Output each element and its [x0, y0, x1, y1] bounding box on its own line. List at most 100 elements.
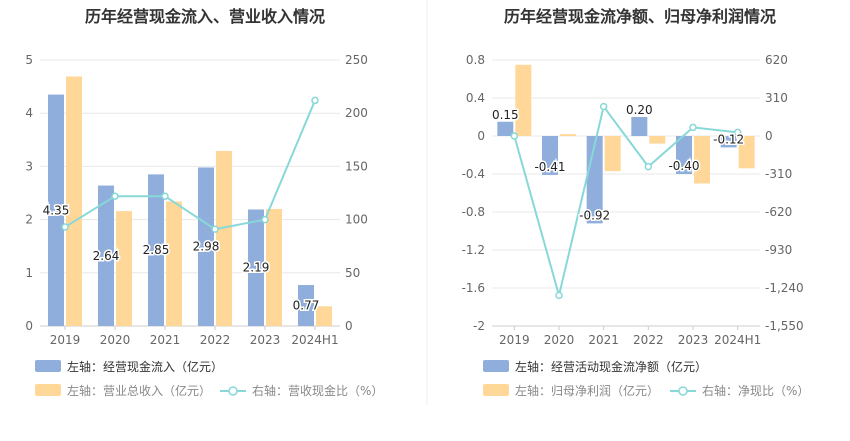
chart1-data-label: 0.15: [492, 108, 519, 122]
chart0-line-point: [111, 192, 119, 200]
chart0-left-tick-label: 4: [25, 106, 33, 120]
chart1-line-point: [555, 291, 563, 300]
chart1-data-label: -0.41: [534, 160, 565, 174]
chart1-right-tick-label: 0: [765, 129, 773, 143]
chart0-bar-series-2: [66, 76, 82, 326]
chart0-bar-series-1: [48, 94, 64, 326]
chart1-left-tick-label: -1.6: [462, 281, 485, 295]
chart0-line-point: [261, 215, 269, 224]
chart1-left-tick-label: -0.8: [462, 205, 485, 219]
chart1-line-point: [599, 102, 608, 111]
chart1-left-tick-label: -0.4: [462, 167, 485, 181]
chart1-left-tick-label: -1.2: [462, 243, 485, 257]
chart0-category-label: 2020: [100, 333, 131, 347]
chart1-legend-swatch-2: [483, 384, 509, 396]
chart0-bar-series-1: [298, 285, 314, 326]
chart1-bar-series-2: [649, 136, 666, 144]
chart1-legend-swatch-3-marker: [678, 386, 688, 396]
chart1-right-tick-label: 620: [765, 53, 788, 67]
chart0-data-label: 2.98: [193, 240, 220, 254]
chart1-bar-series-2: [694, 136, 710, 184]
chart1-data-label: -0.92: [579, 208, 610, 222]
chart0-left-tick-label: 3: [25, 159, 33, 173]
chart1-line-series: [513, 104, 738, 300]
chart1-left-tick-label: -2: [473, 319, 485, 333]
chart1-left-tick-label: 0.8: [466, 53, 485, 67]
chart0-right-tick-label: 250: [345, 53, 368, 67]
chart1-line-point: [644, 162, 653, 171]
chart1-category-label: 2024H1: [714, 333, 761, 347]
chart0-legend-label-2: 左轴：营业总收入（亿元）: [67, 383, 211, 398]
chart0-right-tick-label: 100: [345, 213, 368, 227]
chart1-right-tick-label: -930: [765, 243, 792, 257]
chart1-right-tick-label: 310: [765, 91, 788, 105]
chart1-bar-series-2: [738, 136, 755, 169]
chart0-data-label: 4.35: [43, 203, 70, 217]
chart0-left-tick-label: 0: [25, 319, 33, 333]
chart1-category-label: 2020: [544, 333, 575, 347]
chart0-legend-swatch-1: [35, 360, 61, 372]
chart0-category-label: 2023: [250, 333, 281, 347]
chart0-data-label: 2.85: [143, 243, 170, 257]
chart0-bar-series-2: [316, 306, 332, 326]
chart0-bar-series-1: [98, 185, 114, 326]
chart0-category-label: 2021: [150, 333, 181, 347]
chart0-left-tick-label: 5: [25, 53, 33, 67]
chart1-data-label: -0.40: [668, 159, 699, 173]
chart0-right-tick-label: 150: [345, 159, 368, 173]
chart0-left-tick-label: 1: [25, 266, 33, 280]
chart0-line-point: [211, 225, 219, 233]
chart0-legend-swatch-2: [35, 384, 61, 396]
chart0-category-label: 2024H1: [291, 333, 338, 347]
chart1-line-point: [510, 132, 519, 140]
chart0-title: 历年经营现金流入、营业收入情况: [85, 7, 325, 26]
chart1-data-label: -0.12: [713, 132, 744, 146]
chart0-bar-series-2: [266, 208, 282, 326]
chart1-bar-series-1: [497, 121, 514, 136]
chart1-left-tick-label: 0: [477, 129, 485, 143]
chart1-category-label: 2019: [499, 333, 530, 347]
chart0-bar-series-2: [216, 150, 232, 326]
chart1-bar-series-1: [542, 136, 558, 175]
chart1-right-tick-label: -1,550: [765, 319, 804, 333]
chart1-legend-swatch-1: [483, 360, 509, 372]
chart1-bar-series-1: [676, 136, 692, 174]
chart0-category-label: 2022: [200, 333, 231, 347]
chart0-right-tick-label: 0: [345, 319, 353, 333]
chart1-title: 历年经营现金流净额、归母净利润情况: [504, 7, 776, 26]
chart0-legend-swatch-3-marker: [228, 386, 238, 396]
chart0-line-point: [161, 192, 169, 200]
chart0-legend-label-1: 左轴：经营现金流入（亿元）: [67, 359, 223, 374]
chart1-left-tick-label: 0.4: [466, 91, 485, 105]
chart0-bar-series-2: [116, 211, 132, 326]
chart1-bar-series-2: [515, 64, 532, 136]
chart0-category-label: 2019: [50, 333, 81, 347]
chart0-line-point: [311, 96, 319, 105]
chart0-left-tick-label: 2: [25, 213, 33, 227]
chart1-bar-series-2: [604, 136, 621, 172]
chart1-category-label: 2023: [678, 333, 709, 347]
chart1-line-point: [689, 123, 697, 132]
chart0-data-label: 2.64: [93, 249, 120, 263]
chart0-bar-series-1: [198, 167, 214, 326]
chart1-legend-label-3: 右轴：净现比（%）: [702, 383, 809, 398]
chart0-legend-label-3: 右轴：营收现金比（%）: [252, 383, 383, 398]
chart1-line-point: [733, 128, 742, 137]
chart1-right-tick-label: -620: [765, 205, 792, 219]
chart1-category-label: 2022: [633, 333, 664, 347]
chart1-right-tick-label: -1,240: [765, 281, 804, 295]
chart1-right-tick-label: -310: [765, 167, 792, 181]
chart0-data-label: 2.19: [243, 261, 270, 275]
chart1-bar-series-1: [631, 117, 648, 136]
chart0-bar-series-1: [148, 174, 164, 326]
chart0-data-label: 0.77: [293, 299, 320, 313]
chart0-bar-series-2: [166, 201, 182, 326]
chart1-bar-series-2: [560, 134, 576, 136]
chart1-legend-label-2: 左轴：归母净利润（亿元）: [515, 383, 659, 398]
chart0-bar-series-1: [248, 209, 264, 326]
chart1-data-label: 0.20: [626, 103, 653, 117]
chart0-line-series: [64, 100, 316, 231]
chart0-right-tick-label: 50: [345, 266, 360, 280]
